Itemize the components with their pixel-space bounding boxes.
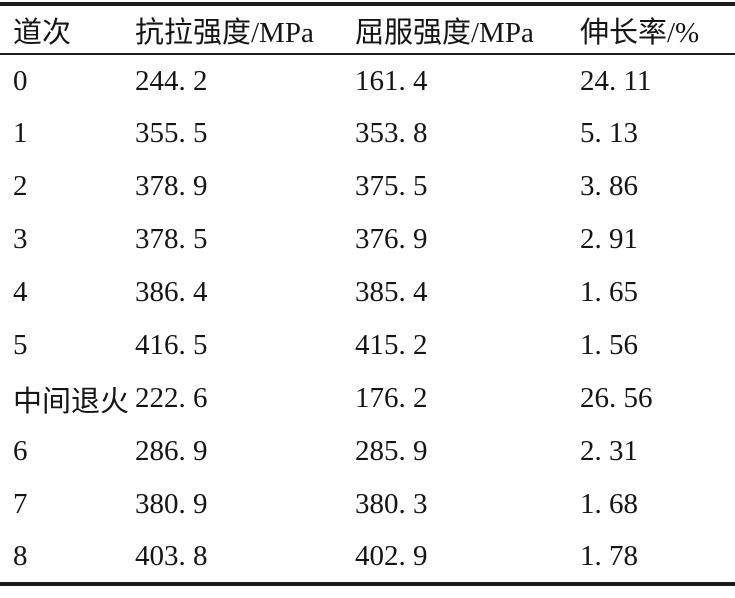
table-cell-pass: 6 [13,435,28,467]
table-row: 0 244. 2 161. 4 24. 11 [0,54,735,107]
table-cell-pass: 5 [13,329,28,361]
table-row: 8 403. 8 402. 9 1. 78 [0,531,735,584]
table-cell-yield: 176. 2 [355,382,428,414]
table-cell-elongation: 5. 13 [580,117,638,149]
table-cell-tensile: 378. 9 [135,170,208,202]
table-cell-yield: 385. 4 [355,276,428,308]
table-cell-yield: 376. 9 [355,223,428,255]
table-body: 0 244. 2 161. 4 24. 11 1 355. 5 353. 8 5. 13 2 37… [0,54,735,584]
table-cell-pass: 7 [13,488,28,520]
table-cell-yield: 161. 4 [355,64,428,97]
table-row: 4 386. 4 385. 4 1. 65 [0,266,735,319]
table-cell-yield: 415. 2 [355,329,428,361]
table-row: 6 286. 9 285. 9 2. 31 [0,425,735,478]
table-cell-yield: 402. 9 [355,540,428,572]
table-cell-yield: 285. 9 [355,435,428,467]
header-cell-yield: 屈服强度/MPa [355,16,534,49]
table-cell-elongation: 1. 65 [580,276,638,308]
table-cell-pass: 3 [13,223,28,255]
table-cell-tensile: 416. 5 [135,329,208,361]
table-cell-yield: 380. 3 [355,488,428,520]
table-cell-elongation: 3. 86 [580,170,638,202]
table-cell-elongation: 24. 11 [580,64,652,97]
table-cell-pass: 1 [13,117,28,149]
header-cell-tensile: 抗拉强度/MPa [135,16,314,49]
table-cell-pass: 8 [13,540,28,572]
table-cell-pass: 0 [13,64,28,97]
table-cell-tensile: 380. 9 [135,488,208,520]
table-cell-elongation: 26. 56 [580,382,653,414]
table-cell-elongation: 2. 31 [580,435,638,467]
table-cell-pass: 中间退火 [13,385,130,418]
header-row: 道次 抗拉强度/MPa 屈服强度/MPa 伸长率/% [0,4,735,54]
table-cell-tensile: 286. 9 [135,435,208,467]
header-cell-pass: 道次 [13,16,72,49]
paper-table-region: 道次 抗拉强度/MPa 屈服强度/MPa 伸长率/% 0 244. 2 161. 4… [0,2,735,586]
table-cell-tensile: 244. 2 [135,64,208,97]
table-cell-yield: 375. 5 [355,170,428,202]
table-row: 中间退火 222. 6 176. 2 26. 56 [0,372,735,425]
table-cell-elongation: 2. 91 [580,223,638,255]
header-cell-elongation: 伸长率/% [580,16,700,49]
table-cell-tensile: 403. 8 [135,540,208,572]
table-cell-yield: 353. 8 [355,117,428,149]
table-cell-elongation: 1. 56 [580,329,638,361]
table-row: 2 378. 9 375. 5 3. 86 [0,160,735,213]
table-row: 3 378. 5 376. 9 2. 91 [0,213,735,266]
table-row: 5 416. 5 415. 2 1. 56 [0,319,735,372]
table-row: 1 355. 5 353. 8 5. 13 [0,107,735,160]
table-cell-elongation: 1. 78 [580,540,638,572]
table-header: 道次 抗拉强度/MPa 屈服强度/MPa 伸长率/% [0,4,735,54]
mechanical-properties-table: 道次 抗拉强度/MPa 屈服强度/MPa 伸长率/% 0 244. 2 161. 4… [0,2,735,586]
table-cell-pass: 2 [13,170,28,202]
table-cell-tensile: 355. 5 [135,117,208,149]
table-cell-tensile: 386. 4 [135,276,208,308]
table-cell-tensile: 222. 6 [135,382,208,414]
table-cell-pass: 4 [13,276,28,308]
table-cell-elongation: 1. 68 [580,488,638,520]
table-row: 7 380. 9 380. 3 1. 68 [0,478,735,531]
table-cell-tensile: 378. 5 [135,223,208,255]
